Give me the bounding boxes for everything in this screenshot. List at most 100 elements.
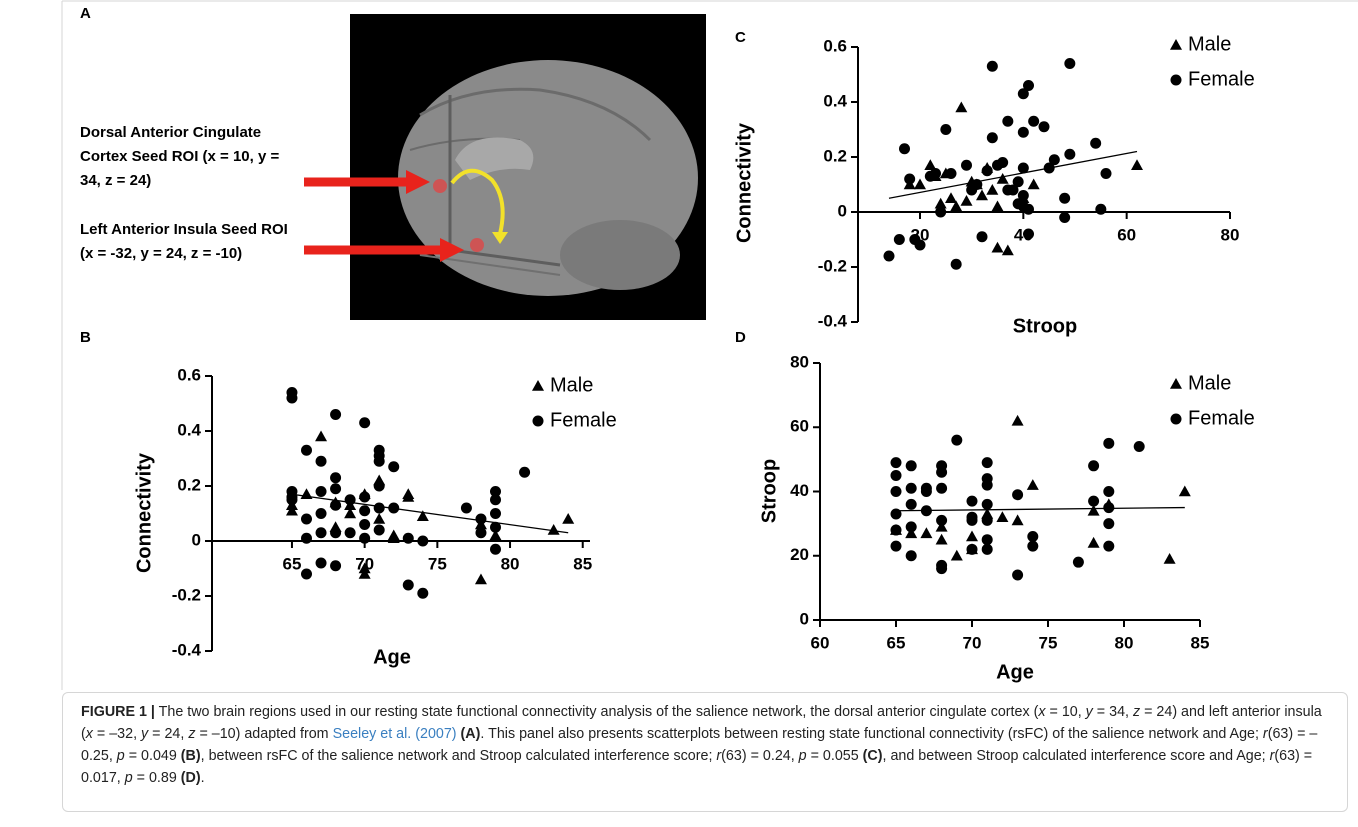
caption: FIGURE 1 | The two brain regions used in… — [62, 692, 1348, 812]
data-point — [982, 515, 993, 526]
data-point — [359, 492, 370, 503]
legend-marker — [533, 416, 544, 427]
annotation: 34, z = 24) — [80, 172, 151, 189]
data-point — [914, 179, 926, 190]
data-point — [330, 472, 341, 483]
data-point — [359, 519, 370, 530]
x-tick-label: 65 — [283, 554, 302, 573]
legend-label: Female — [550, 409, 617, 431]
data-point — [891, 525, 902, 536]
data-point — [1134, 441, 1145, 452]
y-tick-label: 0.4 — [823, 91, 847, 110]
data-point — [359, 533, 370, 544]
figure: A Dorsal Anterior Cingulate Cortex Seed … — [0, 0, 1358, 827]
data-point — [374, 481, 385, 492]
data-point — [1064, 149, 1075, 160]
data-point — [315, 431, 327, 442]
data-point — [1023, 204, 1034, 215]
legend-label: Female — [1188, 407, 1255, 429]
caption-text: x — [1038, 704, 1045, 720]
y-tick-label: 0.6 — [823, 36, 847, 55]
x-tick-label: 75 — [428, 554, 447, 573]
x-tick-label: 80 — [501, 554, 520, 573]
data-point — [936, 534, 948, 545]
data-point — [1018, 190, 1029, 201]
trend-line — [896, 508, 1185, 511]
caption-text: = 34, — [1093, 704, 1133, 720]
data-point — [945, 192, 957, 203]
annotation: Left Anterior Insula Seed ROI — [80, 221, 288, 238]
data-point — [1059, 193, 1070, 204]
caption-text: x — [86, 726, 93, 742]
y-tick-label: -0.4 — [172, 640, 202, 659]
x-axis-title: Stroop — [1013, 315, 1077, 337]
x-tick-label: 75 — [1039, 633, 1058, 652]
annotation: Cortex Seed ROI (x = 10, y = — [80, 148, 279, 165]
y-tick-label: 0 — [838, 201, 847, 220]
y-tick-label: 0.2 — [823, 146, 847, 165]
data-point — [930, 168, 941, 179]
legend-marker — [1170, 378, 1182, 389]
data-point — [490, 508, 501, 519]
data-point — [1012, 570, 1023, 581]
data-point — [982, 544, 993, 555]
data-point — [388, 461, 399, 472]
data-point — [961, 160, 972, 171]
panel-label: B — [80, 329, 91, 346]
data-point — [906, 550, 917, 561]
x-tick-label: 85 — [1191, 633, 1210, 652]
data-point — [1002, 245, 1014, 256]
data-point — [1103, 518, 1114, 529]
caption-text: , and between Stroop calculated interfer… — [883, 748, 1270, 764]
data-point — [1131, 159, 1143, 170]
data-point — [1028, 179, 1040, 190]
data-point — [359, 505, 370, 516]
x-tick-label: 60 — [1117, 225, 1136, 244]
data-point — [1095, 204, 1106, 215]
data-point — [940, 124, 951, 135]
data-point — [1164, 553, 1176, 564]
caption-text: , between rsFC of the salience network a… — [201, 748, 717, 764]
data-point — [417, 536, 428, 547]
data-point — [475, 574, 487, 585]
legend-label: Male — [1188, 33, 1231, 55]
data-point — [1073, 557, 1084, 568]
y-axis-title: Connectivity — [733, 122, 755, 243]
data-point — [1039, 121, 1050, 132]
data-point — [996, 511, 1008, 522]
data-point — [936, 515, 947, 526]
data-point — [359, 417, 370, 428]
data-point — [301, 533, 312, 544]
data-point — [1028, 116, 1039, 127]
data-point — [997, 173, 1009, 184]
caption-text[interactable]: Seeley et al. (2007) — [333, 726, 457, 742]
panel-label: A — [80, 5, 91, 22]
caption-text: . — [201, 770, 205, 786]
y-axis-title: Connectivity — [133, 452, 155, 573]
x-tick-label: 65 — [887, 633, 906, 652]
data-point — [987, 132, 998, 143]
caption-text: (D) — [181, 770, 201, 786]
caption-text: = 10, — [1046, 704, 1086, 720]
data-point — [891, 470, 902, 481]
data-point — [967, 544, 978, 555]
legend-marker — [1171, 75, 1182, 86]
y-tick-label: 0.2 — [177, 475, 201, 494]
data-point — [417, 588, 428, 599]
data-point — [906, 499, 917, 510]
data-point — [906, 460, 917, 471]
data-point — [316, 456, 327, 467]
data-point — [891, 486, 902, 497]
data-point — [1013, 176, 1024, 187]
data-point — [967, 496, 978, 507]
data-point — [1090, 138, 1101, 149]
y-tick-label: 0 — [800, 609, 809, 628]
data-point — [1064, 58, 1075, 69]
x-tick-label: 70 — [963, 633, 982, 652]
data-point — [899, 143, 910, 154]
caption-text: = 0.055 — [807, 748, 863, 764]
data-point — [946, 168, 957, 179]
caption-text: (C) — [863, 748, 883, 764]
data-point — [1059, 212, 1070, 223]
data-point — [1012, 489, 1023, 500]
